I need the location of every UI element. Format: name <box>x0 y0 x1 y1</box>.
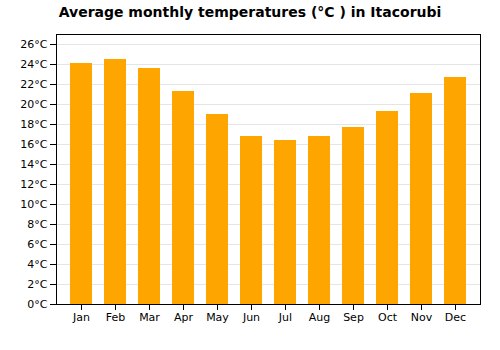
svg-text:Jun: Jun <box>242 311 260 324</box>
svg-text:10°C: 10°C <box>20 198 47 211</box>
svg-text:Feb: Feb <box>106 311 125 324</box>
svg-text:26°C: 26°C <box>20 38 47 51</box>
svg-text:22°C: 22°C <box>20 78 47 91</box>
svg-text:6°C: 6°C <box>27 238 47 251</box>
svg-text:Mar: Mar <box>139 311 160 324</box>
html-text:Average monthly temperatures (: Average monthly temperatures (°C ) in It… <box>58 4 442 20</box>
svg-text:Oct: Oct <box>378 311 398 324</box>
svg-text:Dec: Dec <box>445 311 466 324</box>
svg-text:24°C: 24°C <box>20 58 47 71</box>
svg-text:14°C: 14°C <box>20 158 47 171</box>
svg-text:Nov: Nov <box>411 311 433 324</box>
svg-text:12°C: 12°C <box>20 178 47 191</box>
svg-text:Jul: Jul <box>278 311 292 324</box>
svg-text:Aug: Aug <box>309 311 330 324</box>
svg-text:Apr: Apr <box>174 311 194 324</box>
svg-text:2°C: 2°C <box>27 278 47 291</box>
svg-text:18°C: 18°C <box>20 118 47 131</box>
svg-text:8°C: 8°C <box>27 218 47 231</box>
svg-text:16°C: 16°C <box>20 138 47 151</box>
svg-text:4°C: 4°C <box>27 258 47 271</box>
svg-text:May: May <box>206 311 229 324</box>
svg-text:Jan: Jan <box>72 311 90 324</box>
svg-text:Sep: Sep <box>343 311 364 324</box>
svg-text:0°C: 0°C <box>27 298 47 311</box>
svg-text:20°C: 20°C <box>20 98 47 111</box>
